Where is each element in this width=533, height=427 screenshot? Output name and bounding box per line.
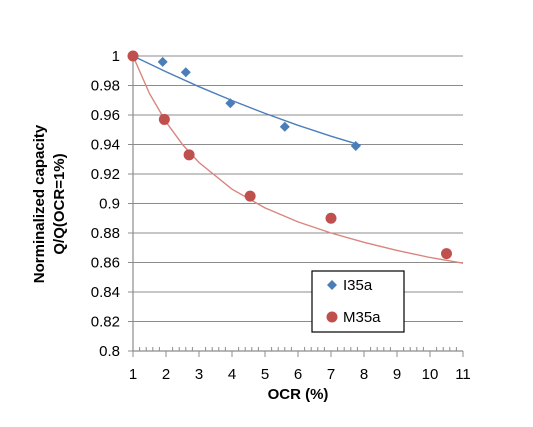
- y-axis-title-line1: Norminalized capacity: [31, 124, 48, 283]
- x-tick-label: 7: [327, 366, 335, 383]
- x-axis-title: OCR (%): [268, 386, 329, 403]
- legend-box: [311, 270, 405, 333]
- y-axis-title-line2: Q/Q(OCR=1%): [51, 153, 68, 254]
- x-tick-label: 5: [261, 366, 269, 383]
- data-points: [127, 50, 452, 260]
- y-tick-label: 0.84: [91, 284, 120, 301]
- grid-lines: [133, 55, 463, 322]
- x-tick-label: 6: [294, 366, 302, 383]
- data-point-i35a: [157, 56, 168, 67]
- data-point-i35a: [225, 98, 236, 109]
- y-tick-label: 0.82: [91, 314, 120, 331]
- x-tick-label: 2: [162, 366, 170, 383]
- y-tick-label: 0.88: [91, 225, 120, 242]
- axes: [128, 55, 464, 357]
- y-tick-label: 0.86: [91, 255, 120, 272]
- trend-line-m35a: [132, 55, 464, 264]
- y-tick-label: 0.8: [99, 343, 120, 360]
- data-point-i35a: [350, 140, 361, 151]
- y-tick-label: 0.9: [99, 196, 120, 213]
- data-point-m35a: [127, 50, 139, 62]
- legend-circle-icon: [326, 311, 338, 323]
- tick-labels: 0.80.820.840.860.880.90.920.940.960.9811…: [91, 48, 471, 383]
- x-tick-label: 8: [360, 366, 368, 383]
- x-tick-label: 9: [393, 366, 401, 383]
- trend-lines: [132, 55, 464, 264]
- x-tick-label: 11: [455, 366, 471, 383]
- data-point-i35a: [180, 67, 191, 78]
- data-point-m35a: [158, 113, 170, 125]
- data-point-i35a: [279, 121, 290, 132]
- y-tick-label: 0.92: [91, 166, 120, 183]
- data-point-m35a: [441, 248, 452, 260]
- y-tick-label: 0.94: [91, 137, 120, 154]
- legend: I35a M35a: [311, 270, 405, 333]
- legend-label-m35a: M35a: [343, 309, 381, 326]
- y-tick-label: 0.96: [91, 107, 120, 124]
- data-point-m35a: [325, 212, 337, 224]
- data-point-m35a: [244, 190, 256, 202]
- y-tick-label: 0.98: [91, 78, 120, 95]
- x-tick-label: 4: [228, 366, 236, 383]
- x-tick-label: 10: [422, 366, 439, 383]
- data-point-m35a: [183, 149, 195, 161]
- y-tick-label: 1: [112, 48, 120, 65]
- trend-line-i35a: [132, 55, 361, 146]
- x-tick-label: 3: [195, 366, 203, 383]
- x-tick-label: 1: [129, 366, 137, 383]
- legend-label-i35a: I35a: [343, 277, 373, 294]
- legend-diamond-icon: [327, 280, 337, 290]
